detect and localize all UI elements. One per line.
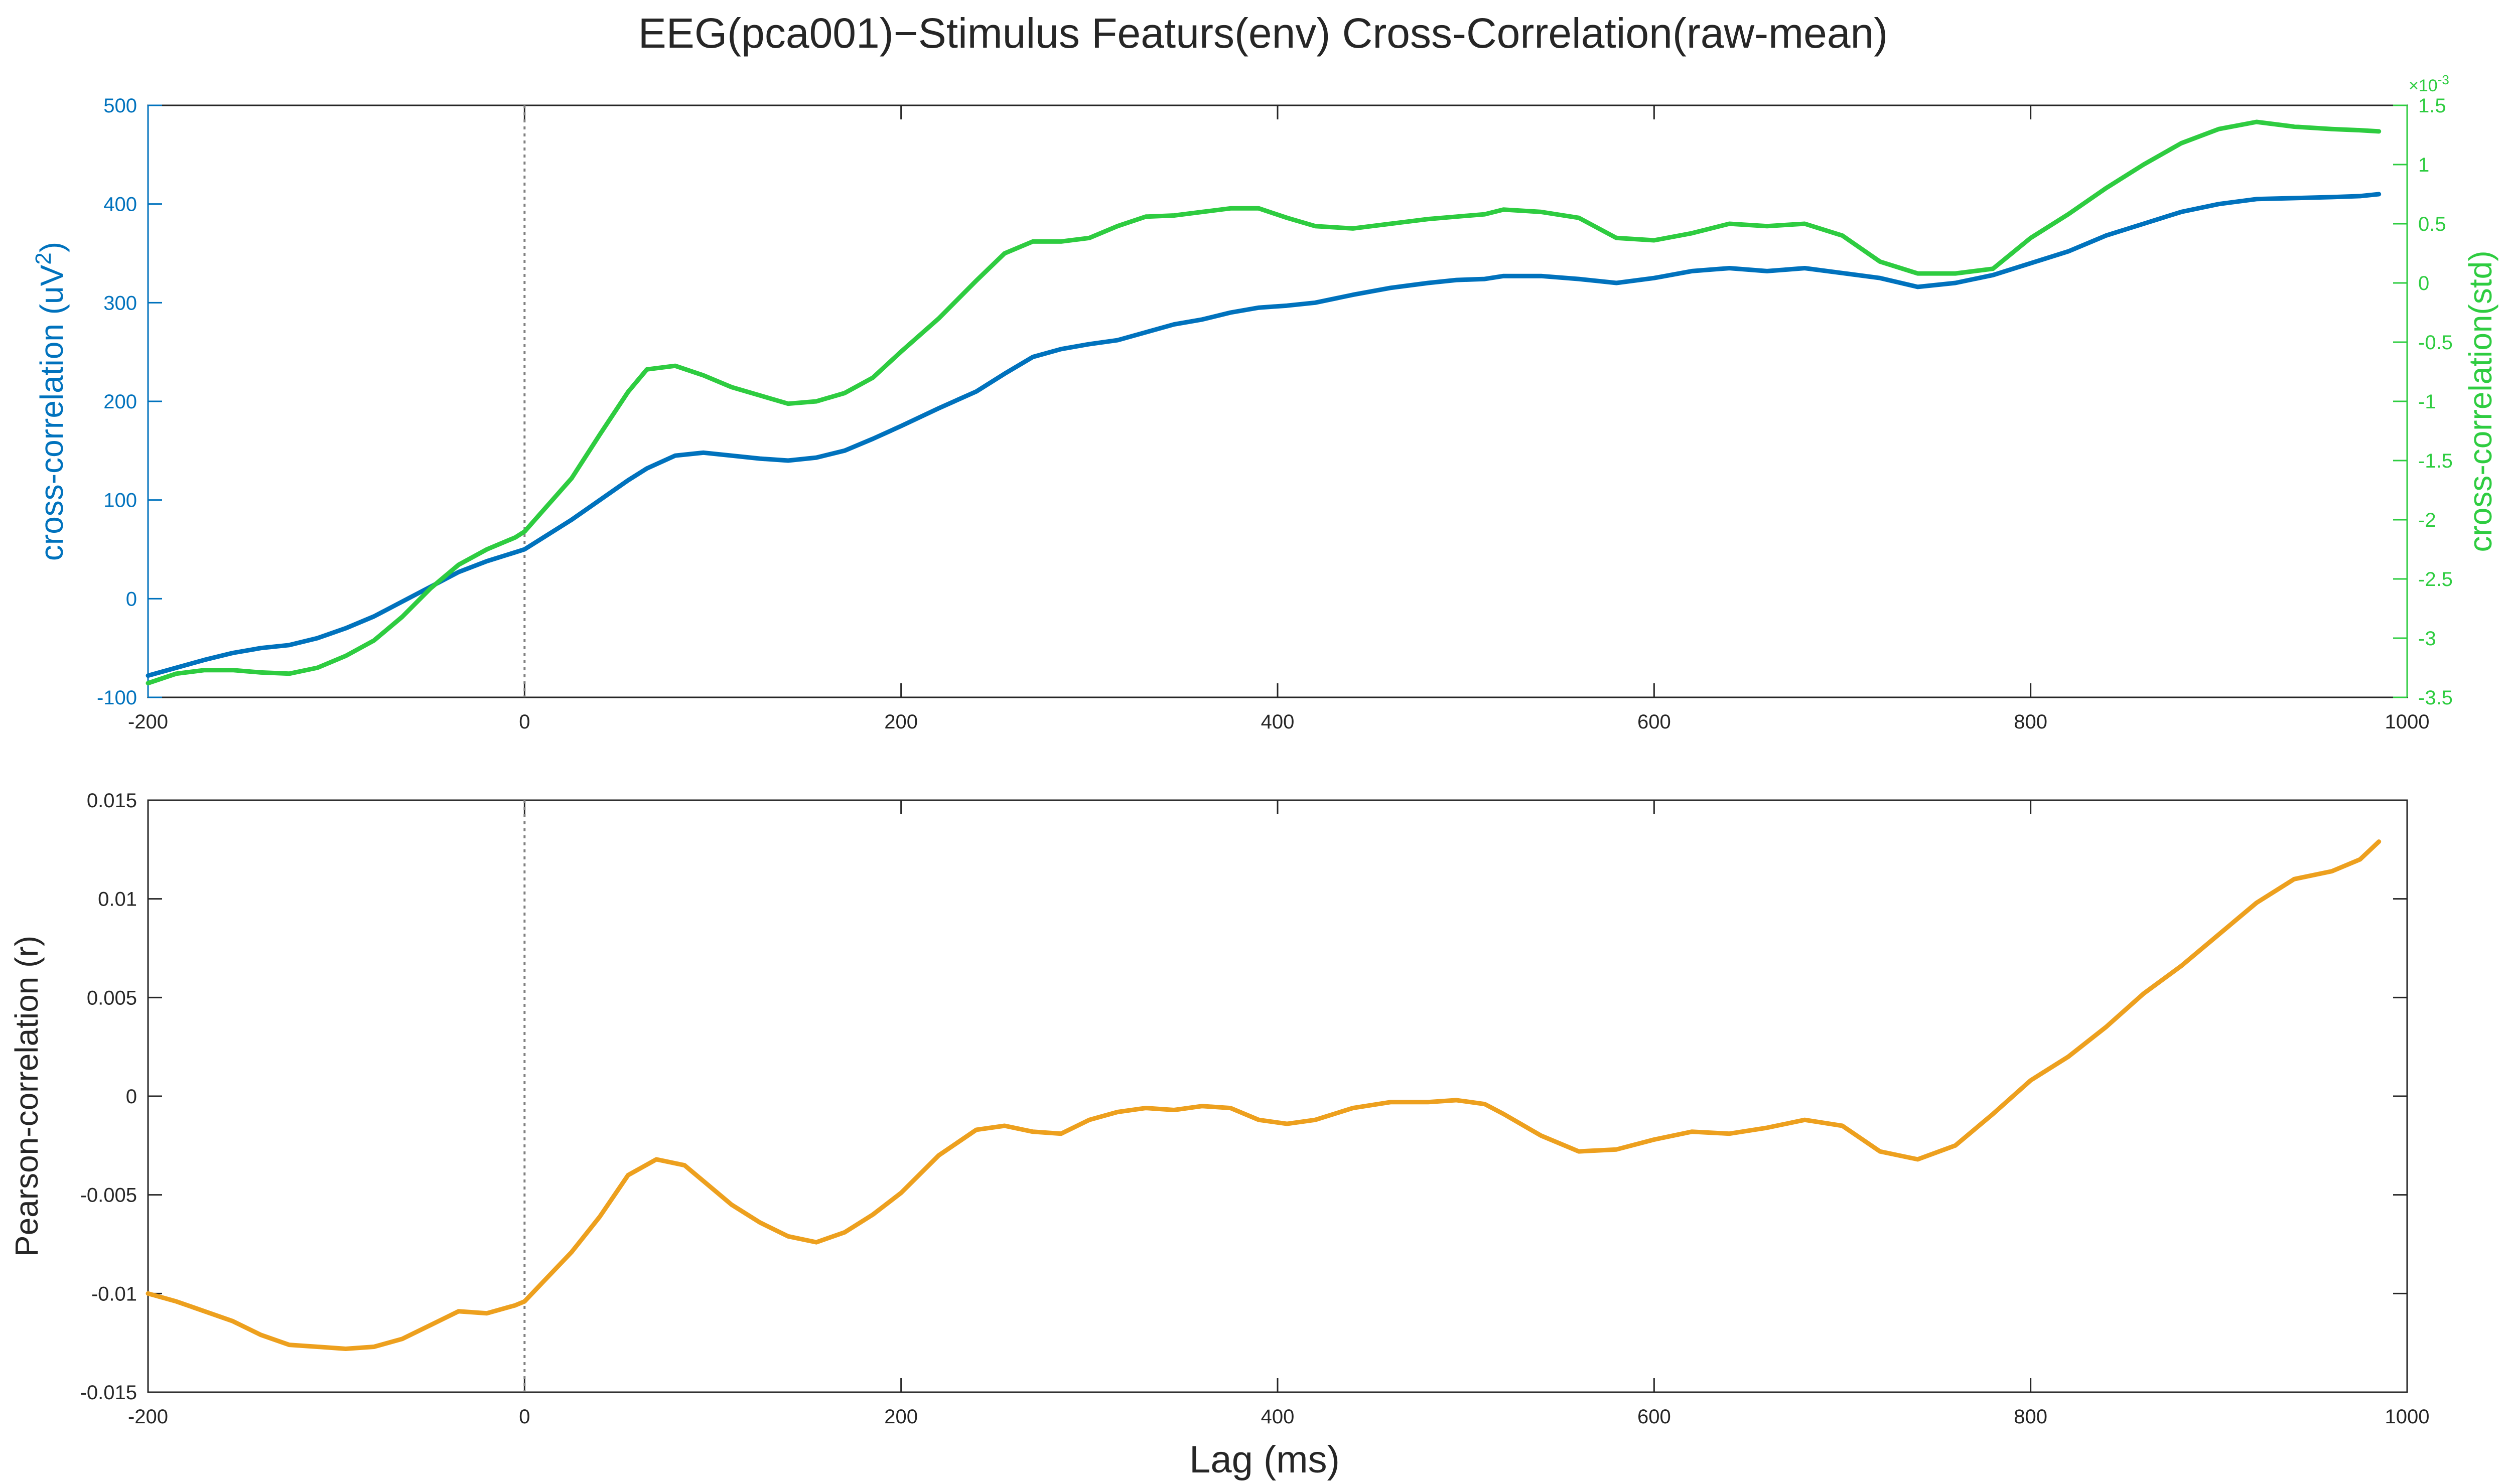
y-tick-label: 500 <box>103 95 137 117</box>
bottom-panel: -200 0 200 400 600 800 1000 -0.015 -0.01 -0.005 0 0… <box>9 790 2429 1481</box>
top-right-exponent: ×10-3 <box>2409 72 2449 95</box>
x-tick-label: 800 <box>2014 1406 2047 1428</box>
x-tick-label: 200 <box>884 1406 918 1428</box>
series-line-right <box>146 119 2382 686</box>
y-tick-label-right: 0 <box>2418 272 2429 294</box>
top-left-ylabel: cross-correlation (uV2) <box>31 242 70 561</box>
x-tick-label: 1000 <box>2385 1406 2430 1428</box>
bottom-ticks: -200 0 200 400 600 800 1000 -0.015 -0.01 -0.005 0 0… <box>80 790 2430 1428</box>
y-tick-label: 100 <box>103 490 137 512</box>
y-tick-label: 0.005 <box>87 987 137 1009</box>
x-tick-label: 600 <box>1637 1406 1671 1428</box>
series-line-main <box>146 839 2382 1351</box>
y-tick-label: 300 <box>103 292 137 314</box>
top-plot-area <box>147 104 2408 698</box>
y-tick-label: 200 <box>103 391 137 413</box>
y-tick-label-right: -2.5 <box>2418 568 2453 590</box>
top-panel: -200 0 200 400 600 800 1000 -100 0 100 200 300 400 50… <box>31 72 2498 733</box>
y-tick-label: -0.015 <box>80 1382 137 1404</box>
bottom-series <box>146 800 2382 1392</box>
y-tick-label-right: -2 <box>2418 509 2436 531</box>
y-tick-label-right: 1 <box>2418 154 2429 176</box>
y-tick-label: 400 <box>103 194 137 216</box>
x-tick-label: 600 <box>1637 711 1671 733</box>
y-tick-label-right: -1.5 <box>2418 450 2453 472</box>
y-tick-label: -100 <box>97 687 137 709</box>
x-tick-label: 800 <box>2014 711 2047 733</box>
top-series <box>146 105 2382 697</box>
y-tick-label-right: 0.5 <box>2418 213 2446 235</box>
x-tick-label: 400 <box>1261 1406 1295 1428</box>
y-tick-label-right: -3 <box>2418 628 2436 650</box>
y-tick-label-right: 1.5 <box>2418 95 2446 117</box>
y-tick-label: 0.01 <box>98 888 137 911</box>
y-tick-label: -0.005 <box>80 1184 137 1207</box>
y-tick-label: 0 <box>126 1086 137 1108</box>
y-tick-label: 0 <box>126 588 137 610</box>
x-tick-label: 200 <box>884 711 918 733</box>
x-tick-label: -200 <box>128 711 168 733</box>
top-right-ylabel: cross-correlation(std) <box>2462 250 2498 552</box>
series-line-left <box>146 192 2382 678</box>
x-axis-label: Lag (ms) <box>1189 1438 1340 1481</box>
y-tick-label-right: -0.5 <box>2418 332 2453 354</box>
y-tick-label: -0.01 <box>91 1283 137 1305</box>
y-tick-label-right: -1 <box>2418 391 2436 413</box>
y-tick-label-right: -3.5 <box>2418 687 2453 709</box>
x-tick-label: 0 <box>519 1406 530 1428</box>
chart-title: EEG(pca001)−Stimulus Featurs(env) Cross-… <box>638 10 1888 57</box>
x-tick-label: 0 <box>519 711 530 733</box>
x-tick-label: 400 <box>1261 711 1295 733</box>
bottom-ylabel: Pearson-correlation (r) <box>9 936 45 1257</box>
x-tick-label: -200 <box>128 1406 168 1428</box>
top-ticks: -200 0 200 400 600 800 1000 -100 0 100 200 300 400 50… <box>97 95 2453 733</box>
bottom-plot-area <box>147 799 2408 1393</box>
y-tick-label: 0.015 <box>87 790 137 812</box>
x-tick-label: 1000 <box>2385 711 2430 733</box>
